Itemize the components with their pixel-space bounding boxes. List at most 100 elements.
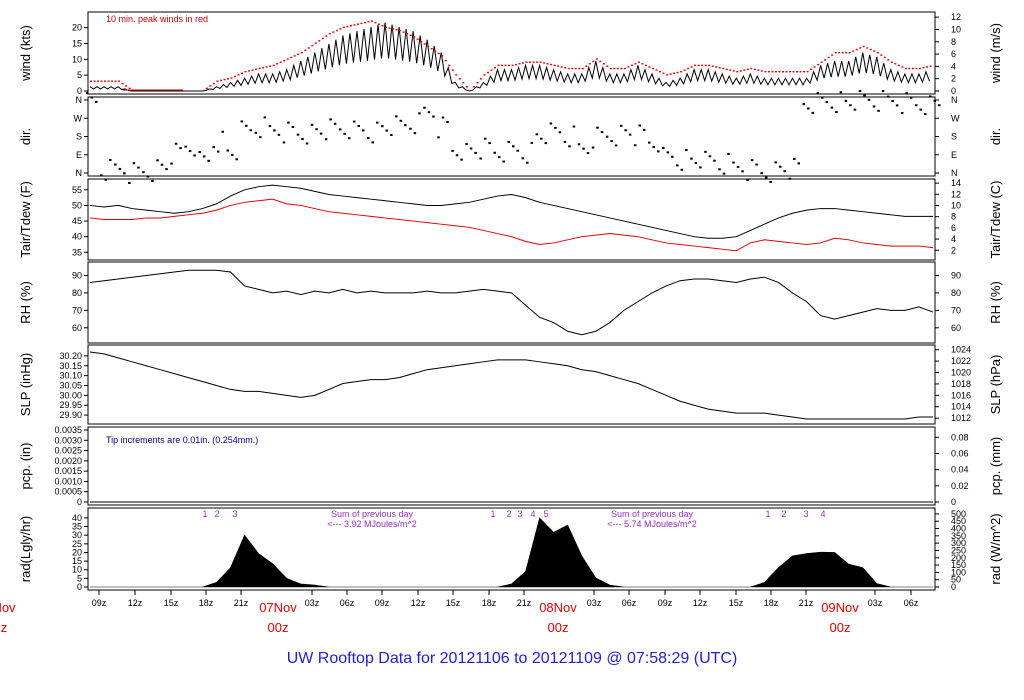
data-point [877,109,880,112]
data-point [123,172,126,175]
data-point [245,124,248,127]
data-point [95,100,98,103]
series-area-radiation [90,517,933,588]
data-point [909,96,913,99]
data-point [174,142,178,145]
peak-wind-mark [764,71,767,73]
y-tick-label-left: 40 [72,513,82,523]
peak-wind-mark [339,28,342,30]
data-point [713,159,716,162]
data-point [746,178,749,181]
peak-wind-mark [817,63,820,66]
x-tick-label: 03z [868,598,883,608]
peak-wind-mark [476,82,479,84]
peak-wind-mark [641,63,644,65]
data-point [807,107,810,110]
data-point [488,142,491,145]
data-point [507,140,510,143]
y-tick-label-left: 30.10 [59,371,82,381]
peak-wind-mark [458,78,461,80]
series-line-wind [89,22,930,92]
data-point [390,133,393,136]
panel-rad: rad(Lgly/hr) rad (W/m^2)05101520253035400… [18,507,1003,592]
peak-wind-mark [883,56,886,59]
radiation-peak-label: 2 [214,509,219,519]
y-tick-label-right: 8 [951,212,956,222]
y-tick-label-right: 1018 [951,379,971,389]
y-tick-label-left: 29.90 [59,410,82,420]
data-point [652,145,655,148]
peak-wind-mark [922,67,925,69]
peak-wind-mark [581,67,584,70]
panel-annotation: Tip increments are 0.01in. (0.254mm.) [106,435,258,445]
peak-wind-mark [290,56,293,59]
peak-wind-mark [100,80,103,82]
data-point [577,143,581,146]
peak-wind-mark [824,59,827,61]
series-line-Tair [89,184,933,239]
y-tick-label-right: 8 [951,37,956,47]
data-point [642,128,646,131]
data-point [811,111,815,114]
x-tick-label: 06z [622,598,637,608]
radiation-sum-label: Sum of previous day [611,509,694,519]
radiation-peak-label: 3 [232,509,237,519]
data-point [793,157,796,160]
data-point [835,111,838,114]
peak-wind-mark [550,63,553,66]
data-point [333,122,337,125]
data-point [268,125,272,128]
peak-wind-mark [465,86,468,88]
y-tick-label-right: 1024 [951,345,971,355]
peak-wind-mark [750,67,753,70]
y-tick-label-left: N [76,168,83,178]
peak-wind-mark [732,70,735,72]
peak-wind-mark [810,68,813,71]
y-tick-label-right: W [951,113,960,123]
data-point [830,106,834,109]
peak-wind-mark [683,69,686,71]
peak-wind-mark [248,70,251,72]
peak-wind-mark [325,35,328,37]
data-point [774,161,777,164]
peak-wind-mark [104,80,107,82]
y-tick-label-right: 0.02 [951,481,969,491]
peak-wind-mark [332,31,335,33]
y-tick-label-right: 300 [951,538,966,548]
peak-wind-mark [381,25,384,27]
data-point [605,135,609,138]
data-point [526,161,529,164]
radiation-peak-label: 3 [803,509,808,519]
peak-wind-mark [255,68,258,71]
peak-wind-mark [276,63,279,65]
y-axis-label-right: Tair/Tdew (C) [988,180,1003,258]
y-tick-label-right: 6 [951,49,956,59]
data-point [165,168,168,171]
y-tick-label-left: 0.0015 [54,466,82,476]
data-point [216,150,220,153]
panel-rh: RH (%) RH (%) 60 70 80 90 60 70 80 90 [18,261,1003,344]
peak-wind-mark [349,25,352,27]
peak-wind-mark [785,71,788,73]
y-tick-label-right: N [951,95,958,105]
x-tick-label: 21z [517,598,532,608]
data-point [750,159,754,162]
peak-wind-mark [894,63,897,65]
y-tick-label-left: 45 [72,216,82,226]
panel-annotation: 10 min. peak winds in red [106,14,208,24]
data-point [722,172,726,175]
data-point [404,124,407,127]
peak-wind-mark [293,55,296,57]
y-tick-label-left: 15 [72,39,82,49]
peak-wind-mark [753,68,756,71]
data-point [732,161,735,164]
peak-wind-mark [212,82,215,85]
peak-wind-mark [595,58,598,60]
data-point [465,143,468,146]
y-tick-label-right: 450 [951,516,966,526]
data-point [367,137,370,140]
data-point [610,140,613,143]
x-tick-label: 21z [799,598,814,608]
peak-wind-mark [873,50,876,52]
data-point [479,157,482,160]
